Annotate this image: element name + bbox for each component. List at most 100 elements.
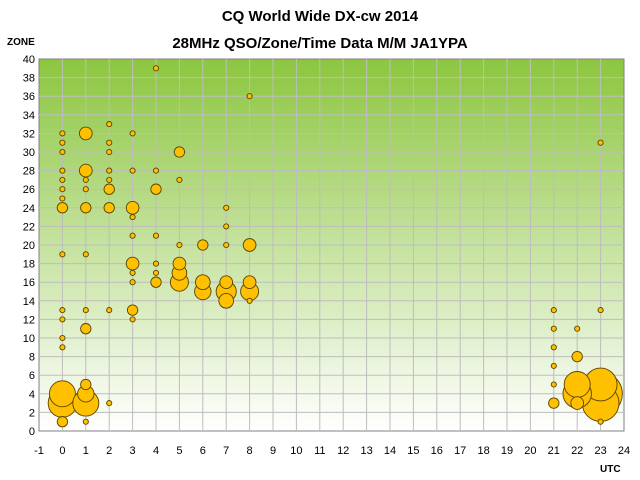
- bubble-point: [194, 274, 211, 291]
- x-tick-label: -1: [34, 445, 44, 457]
- x-tick-label: 17: [454, 445, 466, 457]
- bubble-point: [597, 307, 604, 314]
- x-tick-label: 9: [270, 445, 276, 457]
- bubble-point: [59, 316, 66, 323]
- x-tick-label: 12: [337, 445, 349, 457]
- bubble-point: [176, 241, 183, 249]
- bubble-point: [152, 232, 160, 239]
- bubble-point: [106, 176, 113, 183]
- bubble-point: [80, 202, 92, 214]
- bubble-point: [48, 380, 76, 408]
- bubble-point: [78, 126, 93, 141]
- chart-subtitle: 28MHz QSO/Zone/Time Data M/M JA1YPA: [172, 35, 468, 52]
- bubble-point: [59, 139, 66, 146]
- y-tick-label: 24: [23, 203, 35, 215]
- bubble-layer: [47, 65, 623, 428]
- x-tick-label: 22: [571, 445, 583, 457]
- y-axis-title: ZONE: [7, 37, 35, 48]
- bubble-point: [82, 418, 89, 425]
- x-tick-label: 6: [200, 445, 206, 457]
- y-tick-label: 26: [23, 184, 35, 196]
- bubble-point: [152, 269, 160, 276]
- bubble-point: [563, 371, 591, 398]
- y-tick-label: 16: [23, 277, 35, 289]
- y-tick-label: 12: [23, 314, 35, 326]
- bubble-point: [103, 202, 115, 214]
- y-tick-label: 18: [23, 259, 35, 271]
- bubble-point: [59, 130, 66, 137]
- y-tick-label: 32: [23, 128, 35, 140]
- bubble-point: [129, 130, 136, 137]
- bubble-point: [152, 65, 160, 72]
- bubble-point: [570, 396, 585, 410]
- bubble-point: [106, 121, 113, 128]
- x-tick-label: 4: [153, 445, 159, 457]
- y-tick-label: 2: [29, 407, 35, 419]
- x-tick-label: 1: [83, 445, 89, 457]
- y-tick-label: 36: [23, 91, 35, 103]
- bubble-point: [78, 163, 93, 178]
- bubble-point: [125, 200, 140, 215]
- y-tick-label: 4: [29, 389, 35, 401]
- x-tick-label: 15: [407, 445, 419, 457]
- x-tick-label: 24: [618, 445, 630, 457]
- bubble-point: [597, 139, 604, 146]
- bubble-point: [550, 344, 557, 351]
- bubble-point: [152, 167, 160, 174]
- x-tick-label: 21: [548, 445, 560, 457]
- x-tick-label: 0: [59, 445, 65, 457]
- bubble-point: [82, 251, 89, 258]
- y-tick-label: 30: [23, 147, 35, 159]
- y-tick-label: 6: [29, 370, 35, 382]
- bubble-point: [59, 167, 66, 174]
- bubble-point: [172, 256, 187, 271]
- bubble-point: [129, 232, 136, 239]
- y-tick-label: 20: [23, 240, 35, 252]
- grid-layer: [39, 59, 624, 431]
- bubble-point: [242, 275, 257, 290]
- x-tick-labels: -1 0 1 2 3 4 5 6 7 8 9 10 11 12 13 14 15 16 17 18 19 20 21 22 23…: [34, 445, 630, 457]
- bubble-point: [176, 176, 183, 183]
- bubble-point: [550, 381, 557, 388]
- bubble-point: [129, 316, 136, 323]
- y-tick-label: 8: [29, 352, 35, 364]
- x-axis-title: UTC: [600, 464, 621, 475]
- bubble-point: [242, 238, 257, 252]
- bubble-point: [129, 214, 136, 221]
- x-tick-label: 14: [384, 445, 396, 457]
- x-tick-label: 23: [594, 445, 606, 457]
- bubble-point: [223, 223, 230, 230]
- bubble-point: [82, 176, 89, 183]
- bubble-point: [80, 378, 92, 391]
- y-tick-label: 14: [23, 296, 35, 308]
- bubble-point: [103, 183, 115, 195]
- y-tick-label: 0: [29, 426, 35, 438]
- bubble-point: [59, 334, 66, 342]
- x-tick-label: 8: [247, 445, 253, 457]
- bubble-point: [173, 146, 186, 158]
- bubble-point: [129, 167, 136, 174]
- bubble-point: [59, 176, 66, 183]
- x-tick-label: 3: [130, 445, 136, 457]
- bubble-point: [550, 362, 557, 369]
- bubble-point: [197, 239, 209, 251]
- x-tick-label: 10: [290, 445, 302, 457]
- y-tick-label: 28: [23, 166, 35, 178]
- bubble-point: [597, 418, 604, 425]
- bubble-point: [246, 297, 253, 304]
- bubble-point: [152, 260, 160, 267]
- bubble-point: [218, 292, 235, 309]
- bubble-point: [106, 139, 113, 146]
- bubble-point: [571, 350, 583, 363]
- x-tick-label: 7: [223, 445, 229, 457]
- y-tick-label: 40: [23, 54, 35, 66]
- bubble-point: [223, 241, 230, 249]
- bubble-point: [106, 400, 113, 407]
- y-tick-label: 34: [23, 110, 35, 122]
- bubble-point: [59, 251, 66, 258]
- bubble-point: [246, 93, 253, 100]
- bubble-point: [59, 307, 66, 314]
- bubble-point: [82, 307, 89, 314]
- y-tick-label: 22: [23, 221, 35, 233]
